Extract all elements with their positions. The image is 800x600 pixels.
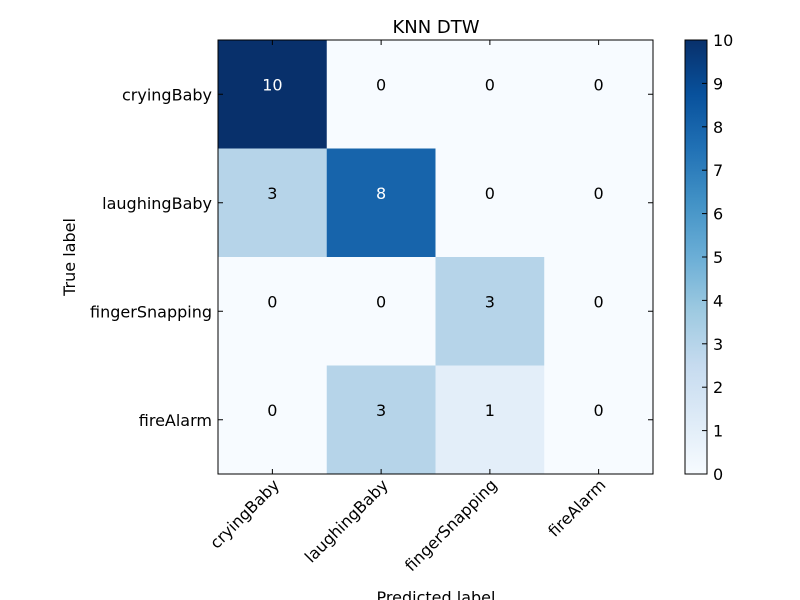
heatmap-cell	[544, 365, 654, 475]
heatmap-cell	[435, 148, 545, 258]
colorbar-tick-label: 0	[713, 465, 723, 484]
cell-value-label: 0	[376, 75, 386, 94]
cell-value-label: 0	[267, 292, 277, 311]
colorbar-tick-label: 7	[713, 161, 723, 180]
colorbar-tick-label: 4	[713, 291, 723, 310]
cell-value-label: 8	[376, 184, 386, 203]
y-tick-label: laughingBaby	[102, 194, 212, 213]
chart-title: KNN DTW	[392, 17, 479, 38]
cell-value-label: 0	[594, 75, 604, 94]
heatmap-cell	[326, 257, 436, 366]
heatmap-cell	[544, 257, 654, 366]
cell-value-label: 0	[594, 292, 604, 311]
x-tick-label: laughingBaby	[301, 475, 392, 566]
heatmap-cell-labels: 10 0 0 03 8 0 00 0 3 00 3 1 0	[262, 75, 604, 420]
heatmap-cell	[218, 257, 328, 366]
heatmap-cell	[435, 365, 545, 475]
heatmap-cell	[326, 365, 436, 475]
heatmap-cell	[326, 148, 436, 258]
colorbar-tick-label: 3	[713, 335, 723, 354]
cell-value-label: 3	[376, 401, 386, 420]
y-axis-ticks: cryingBaby laughingBaby fingerSnapping fire…	[90, 85, 653, 430]
colorbar-tick-label: 9	[713, 74, 723, 93]
y-tick-label: fingerSnapping	[90, 302, 212, 321]
colorbar-tick-label: 2	[713, 378, 723, 397]
heatmap-cell	[218, 365, 328, 475]
cell-value-label: 3	[485, 292, 495, 311]
colorbar-ticks: 0 1 2 3 4 5 6 7 8 9 10	[702, 31, 733, 484]
heatmap-cell	[218, 40, 328, 149]
y-tick-label: fireAlarm	[139, 411, 212, 430]
x-tick-label: fireAlarm	[544, 475, 609, 540]
heatmap-cell	[218, 148, 328, 258]
plot-frame	[217, 39, 654, 475]
colorbar-tick-label: 6	[713, 205, 723, 224]
heatmap-cell	[544, 40, 654, 149]
heatmap-cell	[435, 40, 545, 149]
colorbar-tick-label: 10	[713, 31, 733, 50]
colorbar-tick-label: 1	[713, 422, 723, 441]
y-tick-label: cryingBaby	[122, 85, 212, 104]
colorbar-tick-label: 5	[713, 248, 723, 267]
colorbar-tick-label: 8	[713, 118, 723, 137]
heatmap-cells	[218, 40, 654, 475]
cell-value-label: 0	[267, 401, 277, 420]
heatmap-cell	[435, 257, 545, 366]
y-axis-label: True label	[60, 218, 79, 297]
cell-value-label: 0	[485, 184, 495, 203]
cell-value-label: 0	[485, 75, 495, 94]
x-axis-label: Predicted label	[377, 588, 496, 600]
cell-value-label: 0	[594, 401, 604, 420]
cell-value-label: 10	[262, 75, 282, 94]
heatmap-cell	[544, 148, 654, 258]
x-tick-label: cryingBaby	[206, 475, 283, 552]
cell-value-label: 1	[485, 401, 495, 420]
cell-value-label: 0	[594, 184, 604, 203]
heatmap-cell	[326, 40, 436, 149]
x-tick-label: fingerSnapping	[401, 475, 501, 575]
cell-value-label: 3	[267, 184, 277, 203]
cell-value-label: 0	[376, 292, 386, 311]
